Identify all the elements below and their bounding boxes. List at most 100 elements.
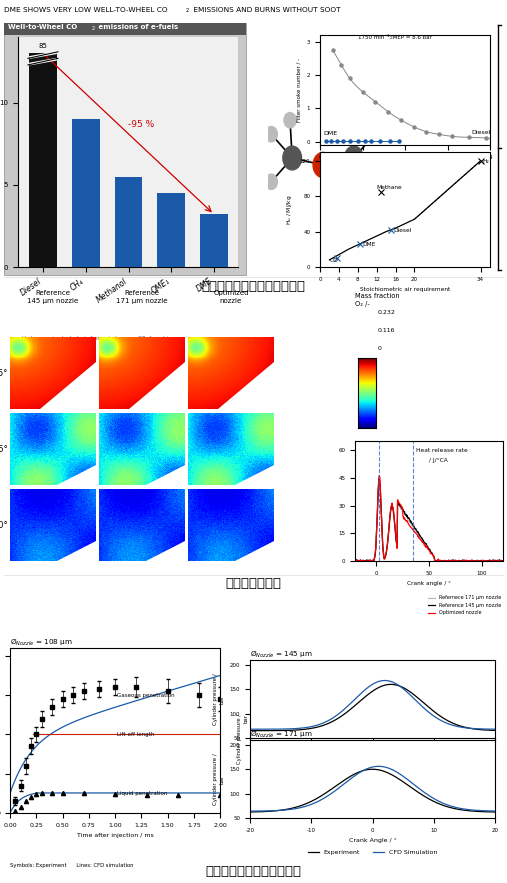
Reference 145 µm nozzle: [487, 555, 493, 566]
FancyBboxPatch shape: [4, 23, 246, 35]
Optimized nozzle: [477, 555, 483, 566]
Text: Liquid penetration: Liquid penetration: [117, 791, 167, 796]
Optimized nozzle: [352, 555, 358, 566]
Optimized nozzle: [443, 555, 449, 566]
Circle shape: [283, 146, 302, 170]
Optimized nozzle: [500, 555, 506, 566]
Text: emissions of e-fuels: emissions of e-fuels: [96, 24, 178, 30]
Text: Reference: Reference: [35, 290, 70, 296]
Circle shape: [350, 112, 362, 128]
Text: Lift-off length: Lift-off length: [117, 732, 154, 737]
Bar: [157, 193, 185, 267]
Text: DME SHOWS VERY LOW WELL-TO-WHEEL CO: DME SHOWS VERY LOW WELL-TO-WHEEL CO: [4, 7, 168, 13]
Polygon shape: [218, 362, 274, 409]
Polygon shape: [235, 464, 274, 485]
Polygon shape: [57, 464, 96, 485]
Refernece 171 µm nozzle: [352, 555, 358, 566]
X-axis label: Stoichiometric air requirement: Stoichiometric air requirement: [360, 287, 450, 292]
X-axis label: Ind. spec. NO$_X$ / g/kWh: Ind. spec. NO$_X$ / g/kWh: [371, 165, 439, 174]
Text: Ø$_{Nozzle}$ = 108 µm: Ø$_{Nozzle}$ = 108 µm: [10, 637, 73, 648]
Refernece 171 µm nozzle: [478, 555, 484, 566]
Text: 1750 min⁻¹;IMEP = 8.6 bar: 1750 min⁻¹;IMEP = 8.6 bar: [358, 34, 432, 40]
Text: H₂: H₂: [482, 159, 489, 163]
Text: Mass fraction: Mass fraction: [355, 293, 400, 299]
Text: Diesel: Diesel: [393, 229, 412, 233]
Polygon shape: [147, 541, 185, 561]
X-axis label: Time after injection / ms: Time after injection / ms: [77, 834, 154, 838]
Y-axis label: H$_u$ / MJ/kg: H$_u$ / MJ/kg: [285, 194, 294, 224]
Text: CO: CO: [330, 258, 338, 263]
Text: Diesel: Diesel: [471, 131, 490, 135]
Text: 171 µm nozzle: 171 µm nozzle: [116, 298, 168, 304]
Optimized nozzle: [376, 470, 382, 480]
Text: EMISSIONS AND BURNS WITHOUT SOOT: EMISSIONS AND BURNS WITHOUT SOOT: [191, 7, 341, 13]
Text: DME: DME: [363, 242, 376, 247]
Text: Optimized: Optimized: [213, 290, 249, 296]
Text: Methane: Methane: [377, 185, 403, 190]
Optimized nozzle: [441, 555, 447, 566]
Text: 噴霧諸元の影響: 噴霧諸元の影響: [225, 577, 281, 590]
Refernece 171 µm nozzle: [352, 555, 358, 565]
Circle shape: [265, 174, 277, 190]
Optimized nozzle: [487, 555, 493, 566]
Legend: Experiment, CFD Simulation: Experiment, CFD Simulation: [305, 848, 440, 857]
Refernece 171 µm nozzle: [500, 555, 506, 566]
Text: O₂ /-: O₂ /-: [355, 301, 370, 307]
Text: Ø$_{Nozzle}$ = 145 µm: Ø$_{Nozzle}$ = 145 µm: [250, 649, 313, 660]
Text: 0.232: 0.232: [378, 310, 396, 315]
Refernece 171 µm nozzle: [376, 475, 382, 486]
Polygon shape: [235, 541, 274, 561]
Text: -5°: -5°: [0, 368, 8, 378]
Reference 145 µm nozzle: [441, 555, 447, 566]
Bar: [72, 119, 100, 267]
Polygon shape: [129, 362, 185, 409]
Reference 145 µm nozzle: [444, 555, 450, 566]
Text: -95 %: -95 %: [128, 120, 155, 129]
Refernece 171 µm nozzle: [441, 555, 447, 566]
Polygon shape: [147, 464, 185, 485]
Text: Reference: Reference: [125, 290, 160, 296]
Circle shape: [313, 153, 333, 177]
FancyBboxPatch shape: [4, 23, 246, 275]
Text: ジメチルエーテル燃料の効果: ジメチルエーテル燃料の効果: [201, 280, 305, 293]
Reference 145 µm nozzle: [352, 555, 358, 566]
Refernece 171 µm nozzle: [441, 555, 447, 566]
Text: / J/°CA: / J/°CA: [429, 457, 448, 463]
Text: 2: 2: [92, 26, 95, 31]
Text: 85: 85: [39, 42, 48, 49]
Legend: Refernece 171 µm nozzle, Reference 145 µm nozzle, Optimized nozzle: Refernece 171 µm nozzle, Reference 145 µ…: [426, 593, 503, 617]
Reference 145 µm nozzle: [376, 472, 382, 483]
Text: 2: 2: [186, 8, 190, 13]
Line: Refernece 171 µm nozzle: Refernece 171 µm nozzle: [355, 480, 503, 561]
Polygon shape: [40, 362, 96, 409]
Refernece 171 µm nozzle: [444, 555, 450, 566]
Text: 145 µm nozzle: 145 µm nozzle: [27, 298, 79, 304]
Text: 35°: 35°: [0, 444, 8, 454]
Text: DME: DME: [323, 131, 338, 136]
Refernece 171 µm nozzle: [487, 555, 493, 566]
Line: Optimized nozzle: Optimized nozzle: [355, 475, 503, 561]
Text: 0.116: 0.116: [378, 328, 395, 333]
Text: 50°: 50°: [0, 520, 8, 530]
Bar: [29, 54, 57, 267]
Text: Heat release rate: Heat release rate: [416, 449, 468, 453]
Text: Symbols: Experiment      Lines: CFD simulation: Symbols: Experiment Lines: CFD simulatio…: [10, 863, 133, 867]
Bar: [200, 215, 228, 267]
Circle shape: [284, 112, 296, 128]
Reference 145 µm nozzle: [500, 555, 506, 566]
Optimized nozzle: [440, 555, 446, 566]
Circle shape: [369, 174, 381, 190]
X-axis label: Crank angle / °: Crank angle / °: [407, 581, 451, 586]
Y-axis label: Cylinder pressure /
bar: Cylinder pressure / bar: [213, 753, 224, 805]
Reference 145 µm nozzle: [478, 555, 484, 566]
Text: Ø$_{Nozzle}$ = 171 µm: Ø$_{Nozzle}$ = 171 µm: [250, 728, 313, 740]
Optimized nozzle: [352, 555, 358, 566]
Y-axis label: Cylinder pressure /
bar: Cylinder pressure / bar: [213, 673, 224, 725]
Y-axis label: Filter smoke number / -: Filter smoke number / -: [296, 58, 301, 122]
Bar: [115, 177, 142, 267]
Text: Well-to-Wheel CO: Well-to-Wheel CO: [8, 24, 77, 30]
Text: 噴霧・燃焼の精度検証結果: 噴霧・燃焼の精度検証結果: [205, 865, 301, 878]
Line: Reference 145 µm nozzle: Reference 145 µm nozzle: [355, 478, 503, 561]
Text: Cylinder pressure /
bar: Cylinder pressure / bar: [237, 714, 248, 764]
X-axis label: Crank Angle / °: Crank Angle / °: [349, 838, 396, 843]
